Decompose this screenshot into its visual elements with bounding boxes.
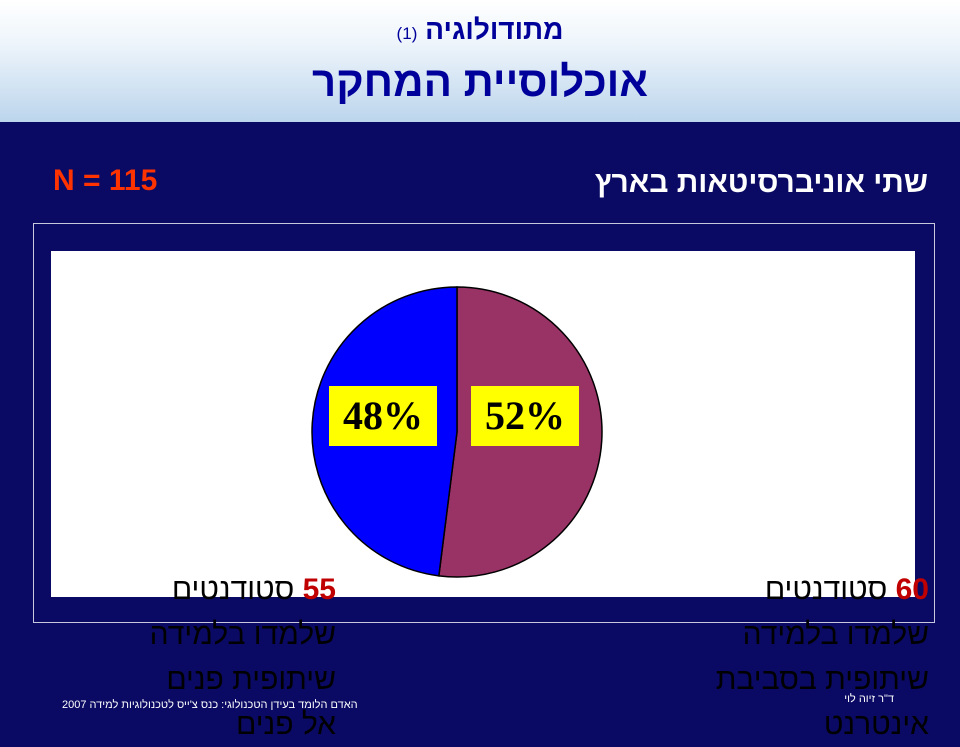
internet-caption-line1-rest: סטודנטים	[764, 573, 896, 606]
slide-title: אוכלוסיית המחקר	[312, 58, 648, 105]
face-count: 55	[302, 573, 336, 606]
internet-caption-line1: 60 סטודנטים	[679, 567, 929, 612]
footer-conference: האדם הלומד בעידן הטכנולוגי: כנס צ'ייס לט…	[62, 699, 358, 711]
slice-label-internet: 52%	[471, 386, 579, 446]
section-title-text: מתודולוגיה	[425, 14, 564, 45]
universities-label: שתי אוניברסיטאות בארץ	[594, 166, 928, 199]
chart-panel: 60 סטודנטים שלמדו בלמידה שיתופית בסביבת …	[51, 251, 929, 741]
internet-count: 60	[895, 573, 929, 606]
face-caption-line3: שיתופית פנים	[166, 663, 336, 696]
face-group-caption: 55 סטודנטים שלמדו בלמידה שיתופית פנים אל…	[86, 567, 336, 747]
face-caption-line1-rest: סטודנטים	[171, 573, 303, 606]
footer-author: ד"ר זיוה לוי	[844, 693, 894, 705]
section-title: מתודולוגיה (1)	[0, 14, 960, 46]
internet-caption-line2: שלמדו בלמידה	[742, 618, 929, 651]
chart-frame	[33, 223, 935, 623]
title-banner: מתודולוגיה (1) אוכלוסיית המחקר	[0, 0, 960, 122]
internet-caption-line4: אינטרנט	[823, 708, 929, 741]
internet-group-caption: 60 סטודנטים שלמדו בלמידה שיתופית בסביבת …	[679, 567, 929, 747]
face-caption-line2: שלמדו בלמידה	[149, 618, 336, 651]
internet-caption-line3: שיתופית בסביבת	[715, 663, 929, 696]
sample-size-label: N = 115	[53, 164, 158, 197]
face-caption-line1: 55 סטודנטים	[86, 567, 336, 612]
slice-label-face: 48%	[329, 386, 437, 446]
section-number: (1)	[396, 24, 418, 43]
